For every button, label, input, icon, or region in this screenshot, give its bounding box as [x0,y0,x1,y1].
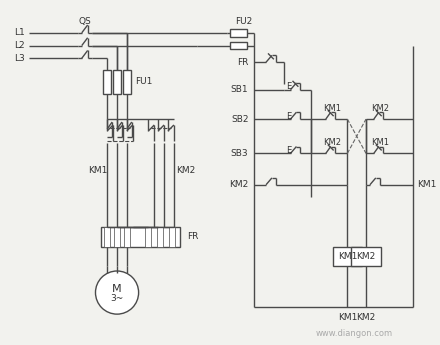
Text: E: E [286,82,291,91]
Text: E: E [286,146,291,155]
Text: L2: L2 [14,41,25,50]
Text: KM2: KM2 [371,104,389,113]
Text: M: M [112,284,122,294]
Text: FU2: FU2 [235,17,252,26]
Text: KM1: KM1 [337,252,357,261]
Text: KM1: KM1 [337,313,357,322]
Text: SB1: SB1 [231,85,249,94]
Text: KM1: KM1 [88,166,107,175]
Text: SB2: SB2 [231,115,249,124]
Text: KM2: KM2 [229,180,249,189]
Bar [333,246,362,266]
Text: E: E [286,112,291,121]
Bar [103,70,111,93]
Text: QS: QS [78,17,91,26]
Text: www.diangon.com: www.diangon.com [315,329,393,338]
Bar [123,70,131,93]
Text: FR: FR [237,58,249,67]
Text: FR: FR [187,232,199,241]
Text: 3~: 3~ [110,294,124,303]
Bar [124,227,130,246]
Text: KM2: KM2 [356,313,376,322]
Text: L1: L1 [14,28,25,37]
Text: KM1: KM1 [417,180,436,189]
Bar [169,227,175,246]
Bar [157,227,163,246]
Bar [113,70,121,93]
Text: KM2: KM2 [356,252,376,261]
Bar [104,227,110,246]
Text: KM1: KM1 [323,104,341,113]
Text: FU1: FU1 [135,77,152,86]
Bar [146,227,151,246]
Text: KM2: KM2 [176,166,195,175]
Bar [230,42,247,49]
Text: SB3: SB3 [231,149,249,158]
Text: KM2: KM2 [323,138,341,147]
Bar [230,29,247,37]
Text: L3: L3 [14,54,25,63]
Bar [101,227,180,246]
Bar [351,246,381,266]
Circle shape [95,271,139,314]
Text: KM1: KM1 [371,138,389,147]
Bar [114,227,120,246]
